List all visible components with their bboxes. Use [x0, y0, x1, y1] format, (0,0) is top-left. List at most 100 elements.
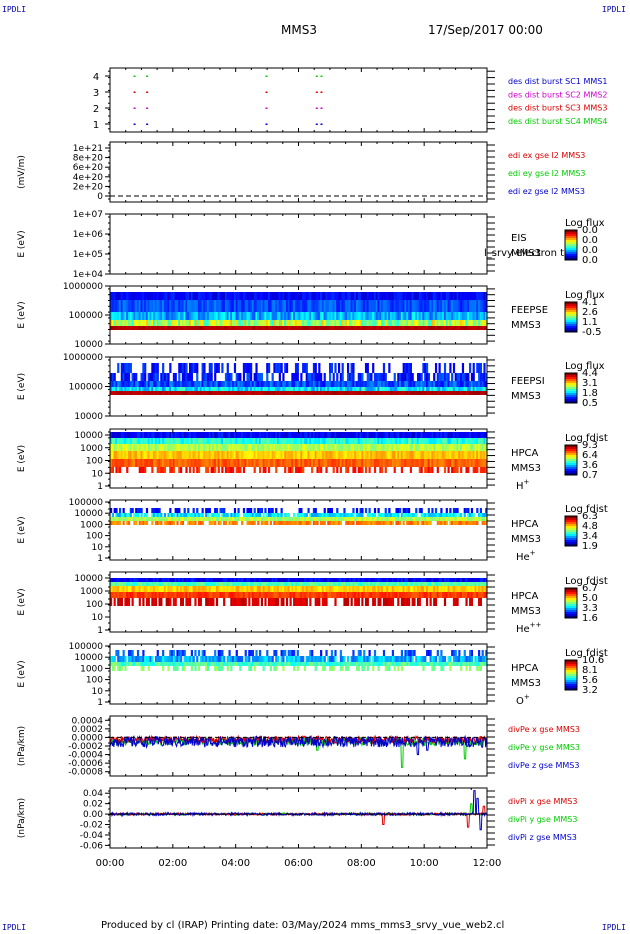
feepsi-cell — [172, 373, 176, 381]
hpca-he2-cell — [185, 592, 188, 598]
feepse-cell — [303, 300, 307, 312]
hpca-he-cell — [244, 517, 247, 521]
feepsi-cell — [350, 381, 353, 387]
feepsi-cell — [402, 363, 405, 373]
hpca-h-cell — [285, 459, 289, 467]
hpca-h-cell — [418, 438, 421, 444]
feepse-cell — [447, 292, 450, 300]
hpca-he2-cell — [266, 586, 269, 592]
hpca-h-cell — [278, 432, 281, 438]
hpca-h-cell — [282, 459, 285, 467]
feepse-cell — [386, 312, 389, 320]
feepse-cell — [382, 326, 386, 330]
hpca-h-cell — [424, 438, 427, 444]
hpca-he-colorbar-swatch — [565, 534, 577, 537]
feepse-cell — [334, 320, 337, 326]
feepsi-cell — [176, 387, 179, 391]
hpca-he-cell — [337, 517, 341, 521]
feepse-cell — [381, 292, 384, 300]
hpca-he-cell — [463, 513, 466, 517]
hpca-h-cell — [180, 459, 183, 467]
feepse-cell — [312, 326, 316, 330]
feepse-cell — [260, 292, 263, 300]
hpca-he-cell — [470, 517, 474, 521]
hpca-he2-cell — [284, 592, 287, 598]
hpca-he2-cell — [176, 586, 179, 592]
feepse-cell — [447, 312, 450, 320]
hpca-he2-cell — [307, 586, 310, 592]
feepse-cell — [332, 300, 335, 312]
hpca-he2-cell — [269, 578, 272, 582]
feepsi-cell — [223, 391, 226, 395]
feepsi-cell — [481, 373, 484, 381]
hpca-he-right-label: MMS3 — [511, 534, 541, 545]
feepsi-cell — [386, 381, 389, 387]
feepse-cell — [153, 292, 156, 300]
feepse-cell — [197, 300, 201, 312]
hpca-h-cell — [151, 438, 154, 444]
hpca-h-cell — [126, 432, 129, 438]
hpca-he-cell — [126, 517, 129, 521]
feepse-cell — [226, 300, 229, 312]
hpca-he2-cell — [241, 582, 244, 586]
hpca-h-cell — [291, 438, 294, 444]
feepse-cell — [172, 300, 176, 312]
feepse-cell — [341, 326, 344, 330]
hpca-he2-cell — [156, 582, 159, 586]
hpca-h-cell — [359, 438, 362, 444]
hpca-he2-cell — [312, 578, 316, 582]
hpca-he-cell — [127, 521, 131, 525]
feepsi-cell — [370, 391, 373, 395]
hpca-h-cell — [381, 432, 384, 438]
hpca-h-cell — [188, 459, 192, 467]
hpca-h-cell — [255, 438, 258, 444]
feepse-cell — [357, 312, 360, 320]
feepse-cell — [153, 300, 156, 312]
hpca-he-cell — [451, 513, 454, 517]
feepse-cell — [124, 300, 127, 312]
hpca-h-cell — [160, 467, 163, 473]
feepse-cell — [280, 292, 283, 300]
hpca-he-cell — [440, 521, 443, 525]
hpca-he-cell — [452, 517, 456, 521]
hpca-h-cell — [330, 444, 334, 451]
feepse-cell — [224, 292, 228, 300]
feepsi-cell — [127, 363, 131, 373]
feepsi-cell — [172, 387, 176, 391]
feepse-cell — [156, 300, 159, 312]
feepsi-cell — [260, 373, 263, 381]
hpca-he-cell — [463, 521, 466, 525]
feepsi-cell — [386, 391, 389, 395]
hpca-h-cell — [332, 451, 335, 459]
feepse-cell — [406, 320, 409, 326]
feepsi-cell — [381, 387, 384, 391]
hpca-he-cell — [443, 521, 447, 525]
feepse-cell — [318, 312, 321, 320]
hpca-h-cell — [251, 432, 255, 438]
feepsi-cell — [255, 391, 258, 395]
hpca-he-cell — [314, 517, 317, 521]
feepsi-cell — [348, 373, 351, 381]
feepsi-cell — [305, 391, 308, 395]
feepsi-cell — [361, 373, 364, 381]
hpca-h-cell — [163, 444, 167, 451]
hpca-h-cell — [339, 444, 342, 451]
hpca-he2-cell — [169, 592, 172, 598]
feepsi-cell — [144, 363, 147, 373]
feepsi-cell — [384, 387, 387, 391]
feepsi-cell — [348, 391, 351, 395]
hpca-h-cell — [169, 459, 172, 467]
hpca-he-cell — [427, 521, 430, 525]
hpca-h-cell — [452, 432, 456, 438]
hpca-he-cell — [187, 513, 190, 517]
hpca-he2-cell — [259, 592, 262, 598]
hpca-h-cell — [379, 432, 382, 438]
feepse-cell — [445, 312, 448, 320]
feepse-cell — [260, 312, 263, 320]
feepsi-cell — [239, 373, 242, 381]
feepsi-cell — [346, 391, 350, 395]
feepsi-cell — [275, 363, 278, 373]
feepsi-cell — [246, 381, 249, 387]
hpca-h-cell — [144, 467, 147, 473]
hpca-he2-cell — [140, 578, 143, 582]
